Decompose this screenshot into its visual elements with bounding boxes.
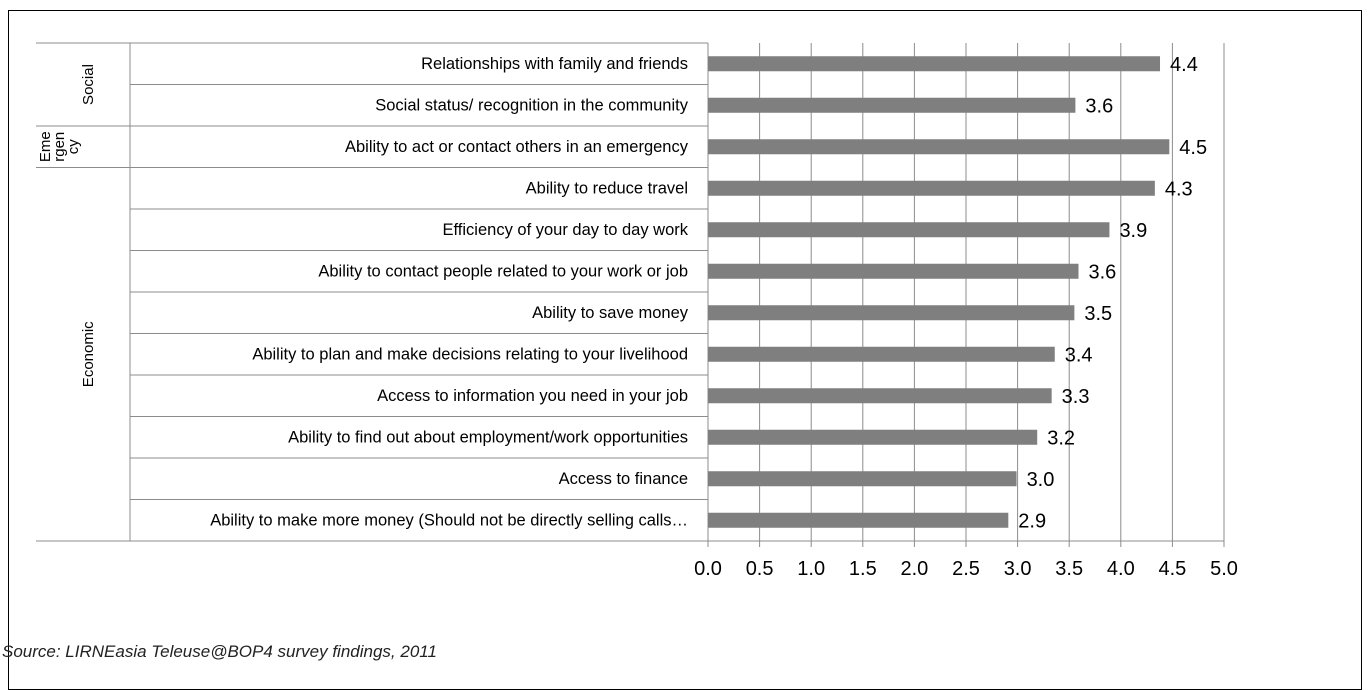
bar [708, 56, 1161, 72]
x-tick-label: 3.5 [1055, 558, 1083, 580]
bar [708, 180, 1155, 196]
data-label: 3.3 [1062, 386, 1090, 408]
group-label: Eme [37, 131, 54, 162]
category-label: Ability to find out about employment/wor… [288, 428, 688, 446]
category-label: Ability to plan and make decisions relat… [252, 345, 688, 363]
bar [708, 139, 1170, 155]
category-label: Ability to contact people related to you… [318, 262, 688, 280]
x-tick-label: 4.5 [1158, 558, 1186, 580]
bar [708, 512, 1009, 528]
group-label: Social [80, 64, 97, 105]
bar [708, 471, 1017, 487]
category-label: Ability to reduce travel [526, 179, 688, 197]
x-tick-label: 1.0 [797, 558, 825, 580]
x-tick-label: 3.0 [1004, 558, 1032, 580]
data-label: 3.6 [1088, 261, 1116, 283]
data-label: 3.6 [1085, 95, 1113, 117]
source-note: Source: LIRNEasia Teleuse@BOP4 survey fi… [2, 642, 437, 661]
group-label: cy [65, 139, 82, 155]
x-tick-label: 1.5 [849, 558, 877, 580]
category-label: Relationships with family and friends [421, 55, 688, 73]
category-label: Ability to make more money (Should not b… [210, 511, 688, 529]
x-tick-label: 0.5 [746, 558, 774, 580]
bar [708, 346, 1055, 362]
category-label: Social status/ recognition in the commun… [375, 96, 688, 114]
data-label: 3.0 [1027, 469, 1055, 491]
category-label: Access to information you need in your j… [377, 387, 688, 405]
x-tick-label: 4.0 [1107, 558, 1135, 580]
data-label: 2.9 [1018, 510, 1046, 532]
category-label: Ability to save money [532, 304, 689, 322]
data-label: 4.4 [1170, 54, 1198, 76]
group-label: rgen [51, 132, 68, 162]
data-label: 3.2 [1047, 427, 1075, 449]
category-label: Efficiency of your day to day work [443, 221, 689, 239]
x-tick-label: 2.0 [900, 558, 928, 580]
bar [708, 222, 1110, 238]
data-label: 4.3 [1165, 178, 1193, 200]
data-label: 3.5 [1084, 303, 1112, 325]
data-label: 4.5 [1179, 137, 1207, 159]
x-tick-label: 0.0 [694, 558, 722, 580]
bar [708, 305, 1075, 321]
x-tick-label: 2.5 [952, 558, 980, 580]
bar [708, 263, 1079, 279]
bar [708, 97, 1076, 113]
group-label: Economic [80, 321, 97, 387]
bar [708, 429, 1038, 445]
category-label: Ability to act or contact others in an e… [345, 138, 689, 156]
data-label: 3.9 [1119, 220, 1147, 242]
data-label: 3.4 [1065, 344, 1093, 366]
x-tick-label: 5.0 [1210, 558, 1238, 580]
bar [708, 388, 1052, 404]
category-label: Access to finance [559, 470, 688, 488]
